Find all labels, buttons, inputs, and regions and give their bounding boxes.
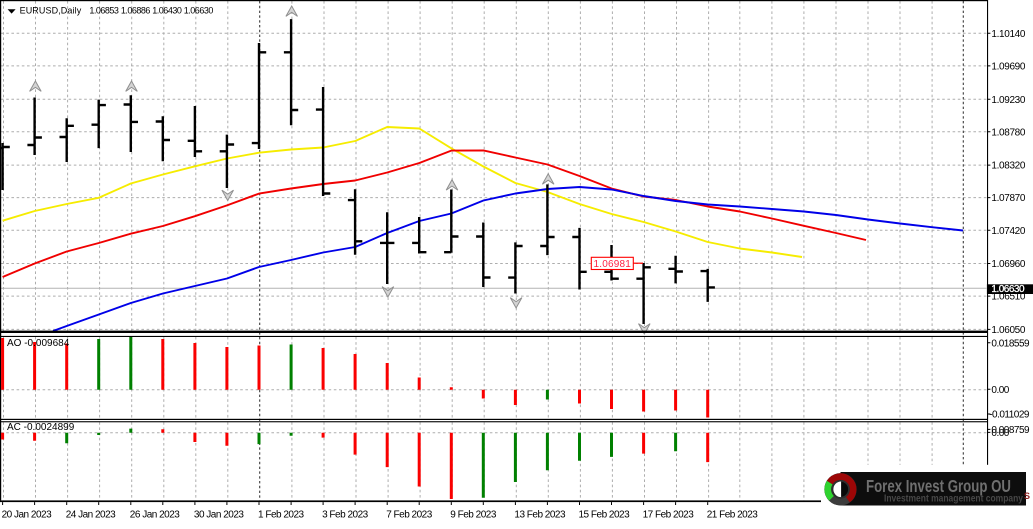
svg-text:15 Feb 2023: 15 Feb 2023: [579, 509, 631, 520]
svg-text:1.06630: 1.06630: [991, 284, 1025, 295]
svg-text:1.10140: 1.10140: [991, 29, 1025, 40]
svg-text:1.08780: 1.08780: [991, 127, 1025, 138]
svg-text:1.07870: 1.07870: [991, 193, 1025, 204]
svg-text:13 Feb 2023: 13 Feb 2023: [514, 509, 566, 520]
svg-text:1.06510: 1.06510: [991, 292, 1025, 303]
svg-text:1.06630: 1.06630: [184, 6, 214, 16]
svg-text:1.06050: 1.06050: [991, 325, 1025, 336]
svg-text:17 Feb 2023: 17 Feb 2023: [643, 509, 695, 520]
svg-text:30 Jan 2023: 30 Jan 2023: [194, 509, 244, 520]
svg-text:1.06430: 1.06430: [152, 6, 182, 16]
svg-text:1.06853: 1.06853: [89, 6, 119, 16]
svg-text:0.00: 0.00: [991, 385, 1009, 396]
svg-text:20 Jan 2023: 20 Jan 2023: [2, 509, 52, 520]
svg-text:AO -0.009684: AO -0.009684: [7, 338, 70, 349]
svg-text:1.07420: 1.07420: [991, 226, 1025, 237]
svg-text:AC -0.0024899: AC -0.0024899: [7, 422, 75, 433]
svg-text:3 Feb 2023: 3 Feb 2023: [322, 509, 369, 520]
svg-text:Investment management company: Investment management company: [884, 494, 1023, 505]
svg-text:1.06981: 1.06981: [594, 259, 632, 270]
svg-text:-0.011029: -0.011029: [989, 410, 1030, 421]
svg-text:1.08320: 1.08320: [991, 161, 1025, 172]
svg-text:24 Jan 2023: 24 Jan 2023: [66, 509, 116, 520]
svg-text:9 Feb 2023: 9 Feb 2023: [450, 509, 497, 520]
svg-text:21 Feb 2023: 21 Feb 2023: [707, 509, 759, 520]
svg-text:0.018559: 0.018559: [991, 338, 1030, 349]
svg-text:1.06960: 1.06960: [991, 259, 1025, 270]
svg-text:1 Feb 2023: 1 Feb 2023: [258, 509, 305, 520]
svg-text:EURUSD,Daily: EURUSD,Daily: [20, 6, 82, 16]
svg-text:Forex Invest Group OU: Forex Invest Group OU: [866, 476, 1011, 496]
svg-text:1.06886: 1.06886: [121, 6, 151, 16]
svg-text:S: S: [1024, 491, 1030, 501]
svg-text:7 Feb 2023: 7 Feb 2023: [386, 509, 433, 520]
svg-text:0.008759: 0.008759: [991, 425, 1030, 436]
svg-text:1.09690: 1.09690: [991, 62, 1025, 73]
svg-text:0.00: 0.00: [991, 428, 1009, 439]
svg-text:26 Jan 2023: 26 Jan 2023: [130, 509, 180, 520]
svg-text:1.09230: 1.09230: [991, 95, 1025, 106]
